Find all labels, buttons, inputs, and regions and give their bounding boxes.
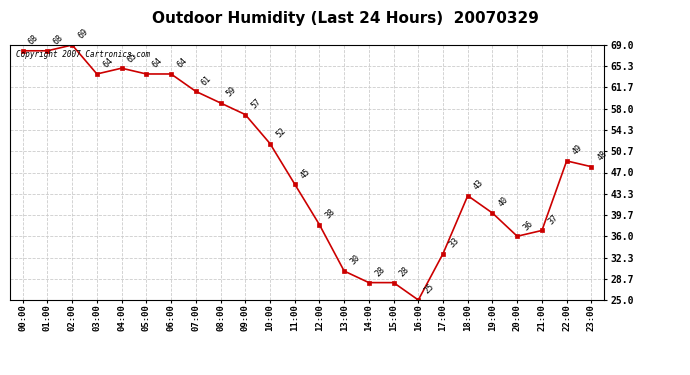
- Text: 61: 61: [200, 74, 213, 87]
- Text: 49: 49: [571, 143, 584, 157]
- Text: Outdoor Humidity (Last 24 Hours)  20070329: Outdoor Humidity (Last 24 Hours) 2007032…: [152, 11, 538, 26]
- Text: 43: 43: [472, 178, 485, 192]
- Text: 64: 64: [150, 56, 164, 70]
- Text: 52: 52: [274, 126, 288, 140]
- Text: 65: 65: [126, 51, 139, 64]
- Text: 30: 30: [348, 254, 362, 267]
- Text: 59: 59: [225, 86, 238, 99]
- Text: 68: 68: [27, 33, 40, 46]
- Text: Copyright 2007 Cartronics.com: Copyright 2007 Cartronics.com: [17, 50, 150, 59]
- Text: 33: 33: [447, 236, 461, 249]
- Text: 38: 38: [324, 207, 337, 220]
- Text: 37: 37: [546, 213, 560, 226]
- Text: 45: 45: [299, 166, 313, 180]
- Text: 36: 36: [522, 219, 535, 232]
- Text: 48: 48: [595, 149, 609, 162]
- Text: 28: 28: [373, 265, 386, 279]
- Text: 28: 28: [397, 265, 411, 279]
- Text: 25: 25: [422, 282, 436, 296]
- Text: 40: 40: [497, 195, 510, 209]
- Text: 64: 64: [175, 56, 188, 70]
- Text: 64: 64: [101, 56, 115, 70]
- Text: 68: 68: [52, 33, 65, 46]
- Text: 69: 69: [77, 27, 90, 41]
- Text: 57: 57: [249, 97, 263, 110]
